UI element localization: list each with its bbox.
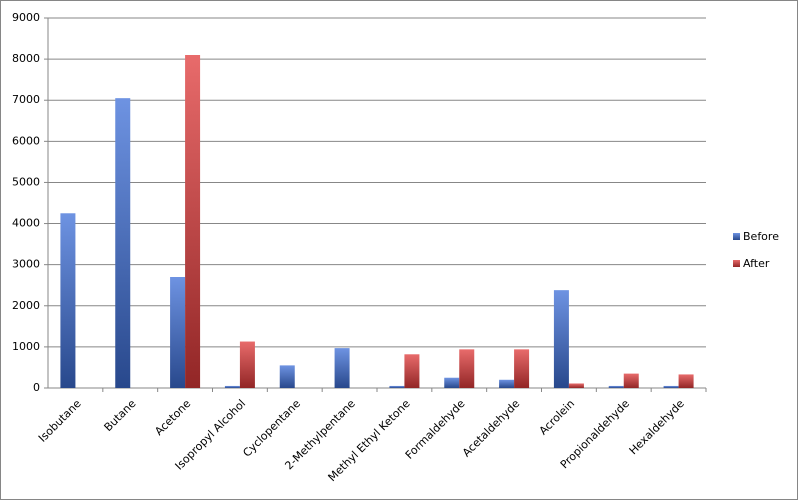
legend-label: After [743,257,770,270]
bar [60,213,76,388]
bar [185,55,201,388]
y-tick-label: 4000 [12,217,40,230]
bar [623,373,639,388]
y-tick-label: 1000 [12,340,40,353]
bar [459,349,475,388]
y-tick-label: 5000 [12,175,40,188]
bar [404,354,420,388]
bar [444,377,460,388]
legend-swatch [733,260,740,267]
bar [115,98,131,389]
y-tick-label: 7000 [12,93,40,106]
y-tick-label: 2000 [12,299,40,312]
y-tick-label: 0 [33,381,40,394]
y-tick-label: 6000 [12,134,40,147]
bar [608,385,624,388]
bar [499,379,515,388]
legend-swatch [733,233,740,240]
bar [334,348,350,388]
bar [568,383,584,388]
y-tick-label: 8000 [12,52,40,65]
legend-label: Before [743,230,779,243]
bar [239,341,255,388]
bar [389,385,405,388]
y-tick-label: 3000 [12,258,40,271]
bar [279,365,295,388]
bar [514,349,530,388]
bar [663,385,679,388]
y-tick-label: 9000 [12,11,40,24]
bar [170,277,186,388]
bar [224,385,240,388]
bar [553,290,569,388]
bar [678,374,694,388]
